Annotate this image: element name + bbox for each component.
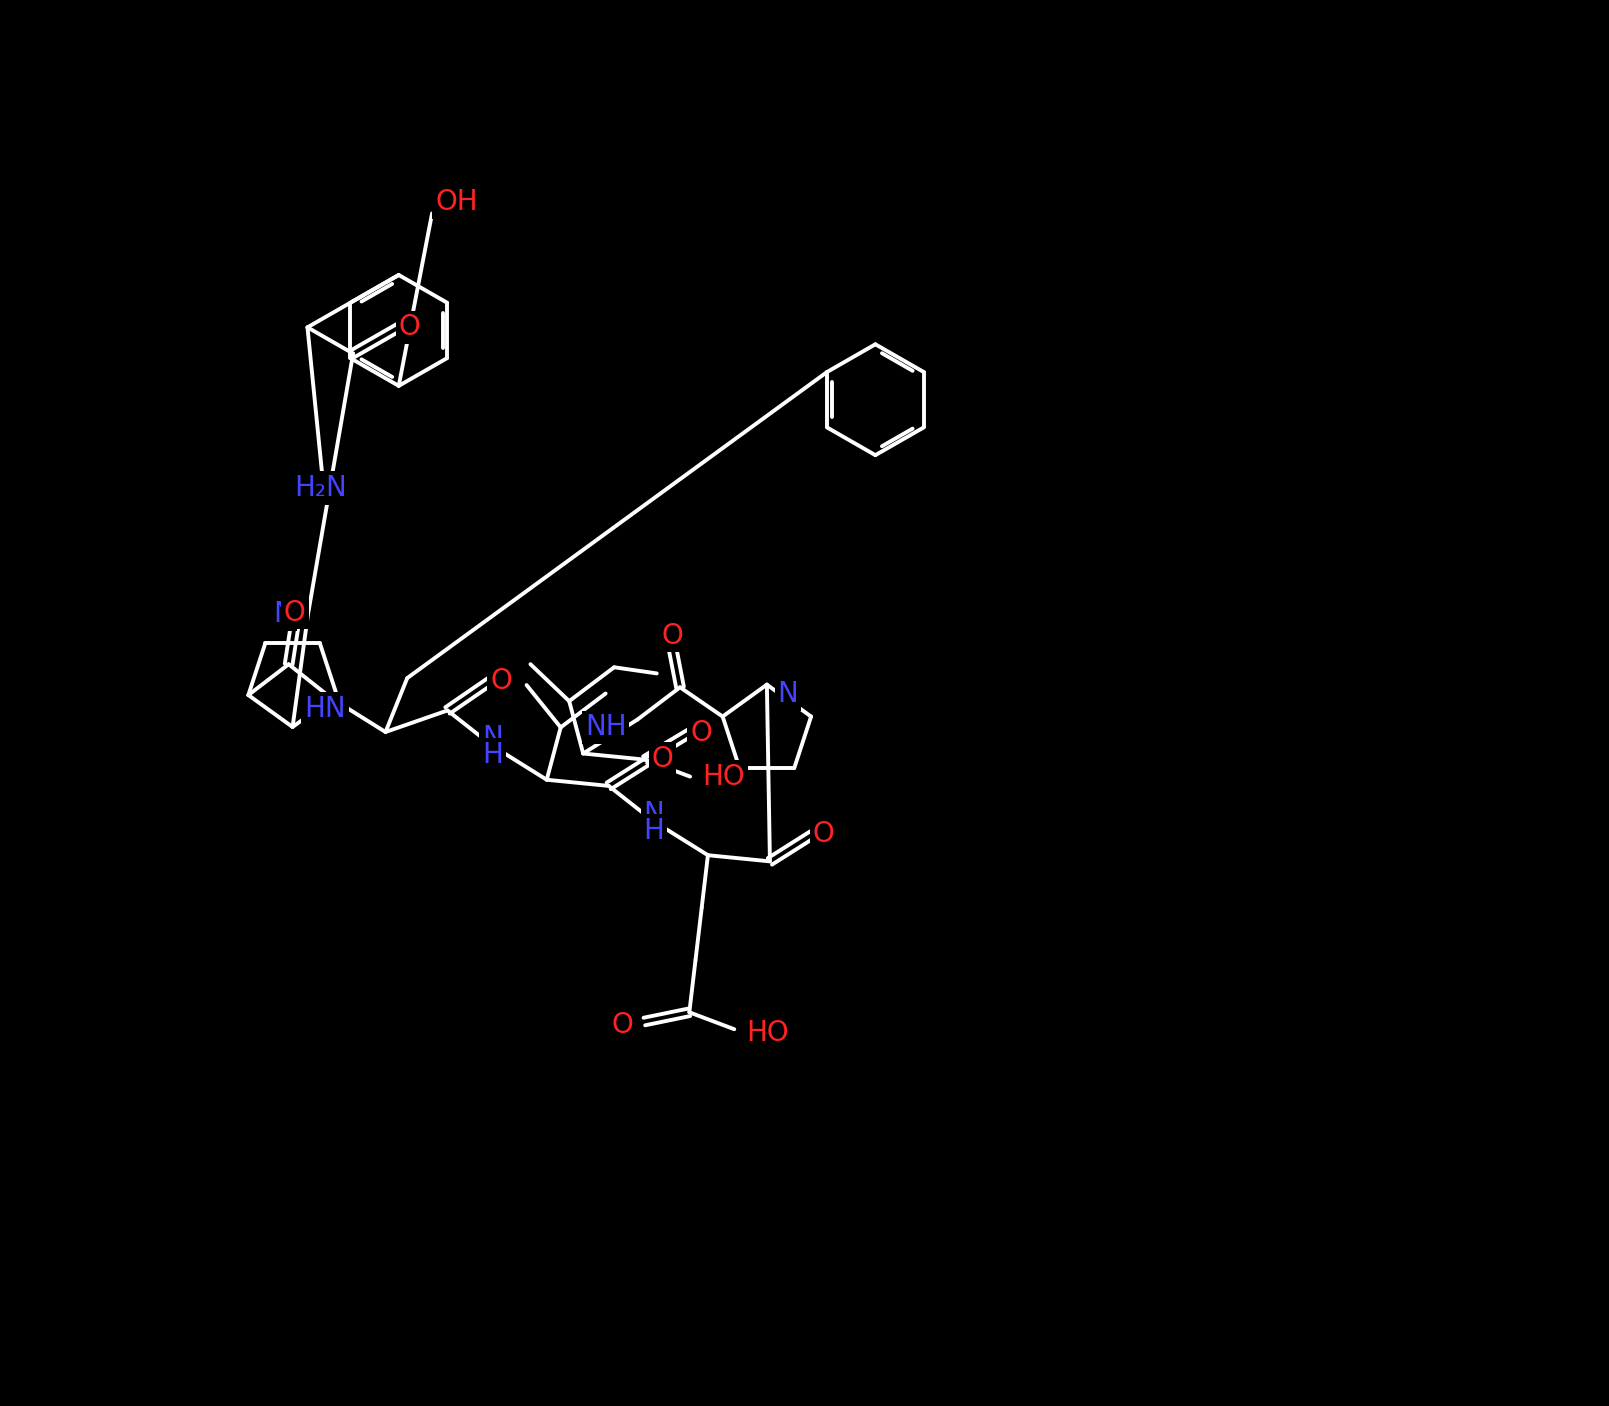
Text: N: N <box>483 724 504 752</box>
Text: H: H <box>644 817 665 845</box>
Text: OH: OH <box>434 188 478 217</box>
Text: O: O <box>652 745 673 773</box>
Text: HO: HO <box>747 1019 790 1047</box>
Text: O: O <box>399 314 420 342</box>
Text: O: O <box>661 621 684 650</box>
Text: H: H <box>483 741 504 769</box>
Text: O: O <box>690 718 711 747</box>
Text: HO: HO <box>703 762 745 790</box>
Text: N: N <box>644 800 665 828</box>
Text: O: O <box>813 821 835 848</box>
Text: O: O <box>283 599 306 627</box>
Text: H₂N: H₂N <box>294 474 348 502</box>
Text: O: O <box>491 668 512 695</box>
Text: NH: NH <box>586 713 626 741</box>
Text: HN: HN <box>304 695 346 723</box>
Text: N: N <box>777 681 798 707</box>
Text: O: O <box>611 1011 634 1039</box>
Text: N: N <box>274 600 294 628</box>
